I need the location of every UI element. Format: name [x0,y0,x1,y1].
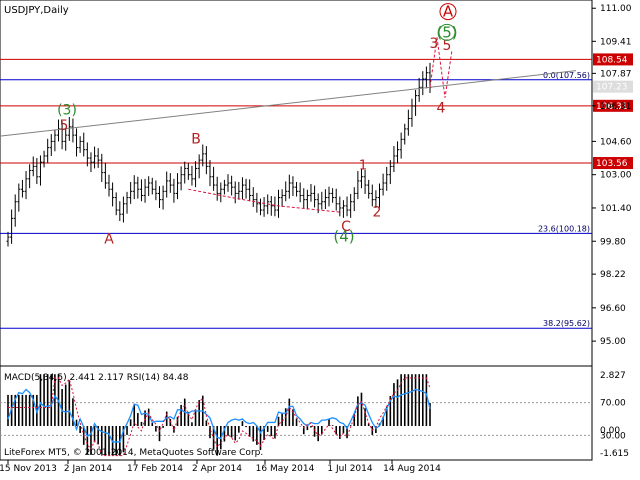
wave-label: 3 [430,36,439,52]
macd-tick-label: 0.00 [600,426,620,436]
wave-5-circle [438,23,456,41]
wave-label: 5 [443,38,452,54]
level-price-tag: 103.56 [596,159,628,169]
wave-label: (5) [436,23,457,41]
x-tick-label: 14 Aug 2014 [383,464,441,474]
y-tick-label: 103.00 [600,171,632,181]
x-tick-label: 15 Nov 2013 [0,464,57,474]
y-tick-label: 98.22 [600,270,626,280]
footer-copyright: LiteForex MT5, © 2001-2014, MetaQuotes S… [4,448,263,458]
y-tick-label: 107.87 [600,69,632,79]
level-price-box [593,53,633,66]
macd-tick-label: 2.827 [600,371,626,381]
rsi-tick-label: 30.00 [600,431,626,441]
fib-level-label: 38.2(95.62) [543,319,590,328]
indicator-label: MACD(5,34,5) 2.441 2.117 RSI(14) 84.48 [4,373,189,383]
fib-level-label: 23.6(100.18) [538,224,590,233]
y-tick-label: 99.80 [600,237,626,247]
fib-level-label: 0.0(107.56) [543,71,590,80]
wave-label: A [104,231,114,247]
y-tick-label: 106.31 [600,102,632,112]
x-tick-label: 16 May 2014 [256,464,315,474]
y-tick-label: 109.41 [600,37,632,47]
level-price-tag: 106.31 [596,102,628,112]
wave-label: (3) [57,102,77,118]
y-tick-label: 104.60 [600,137,632,147]
y-tick-label: 96.60 [600,304,626,314]
current-price-tag: 107.23 [596,83,628,93]
x-tick-label: 17 Feb 2014 [127,464,183,474]
wave-label: 5 [60,118,69,134]
level-price-box [593,157,633,170]
chart-title: USDJPY,Daily [4,5,69,16]
level-price-tag: 108.54 [596,55,628,65]
x-tick-label: 1 Jul 2014 [327,464,372,474]
level-price-box [593,99,633,112]
macd-signal-line [8,377,431,457]
rsi-tick-label: 70.00 [600,399,626,409]
wave-label: 1 [359,158,367,173]
macd-tick-label: -1.615 [600,449,629,459]
trend-line [0,70,577,137]
wave-label: C [341,219,351,235]
wave-label: 2 [373,204,382,220]
x-tick-label: 2 Apr 2014 [192,464,242,474]
wave-label: (4) [333,227,354,245]
wave-label: A [443,3,454,21]
wave-path-line [188,188,340,213]
x-tick-label: 2 Jan 2014 [64,464,112,474]
wave-label: 4 [437,100,446,116]
current-price-box [593,80,633,93]
rsi-line [7,388,431,443]
wave-label: B [191,131,201,147]
wave-a-circle [439,3,457,21]
y-tick-label: 111.00 [600,4,632,14]
main-pane-frame [0,0,593,367]
y-tick-label: 95.00 [600,337,626,347]
wave-projection-line [429,37,453,98]
y-tick-label: 101.40 [600,204,632,214]
